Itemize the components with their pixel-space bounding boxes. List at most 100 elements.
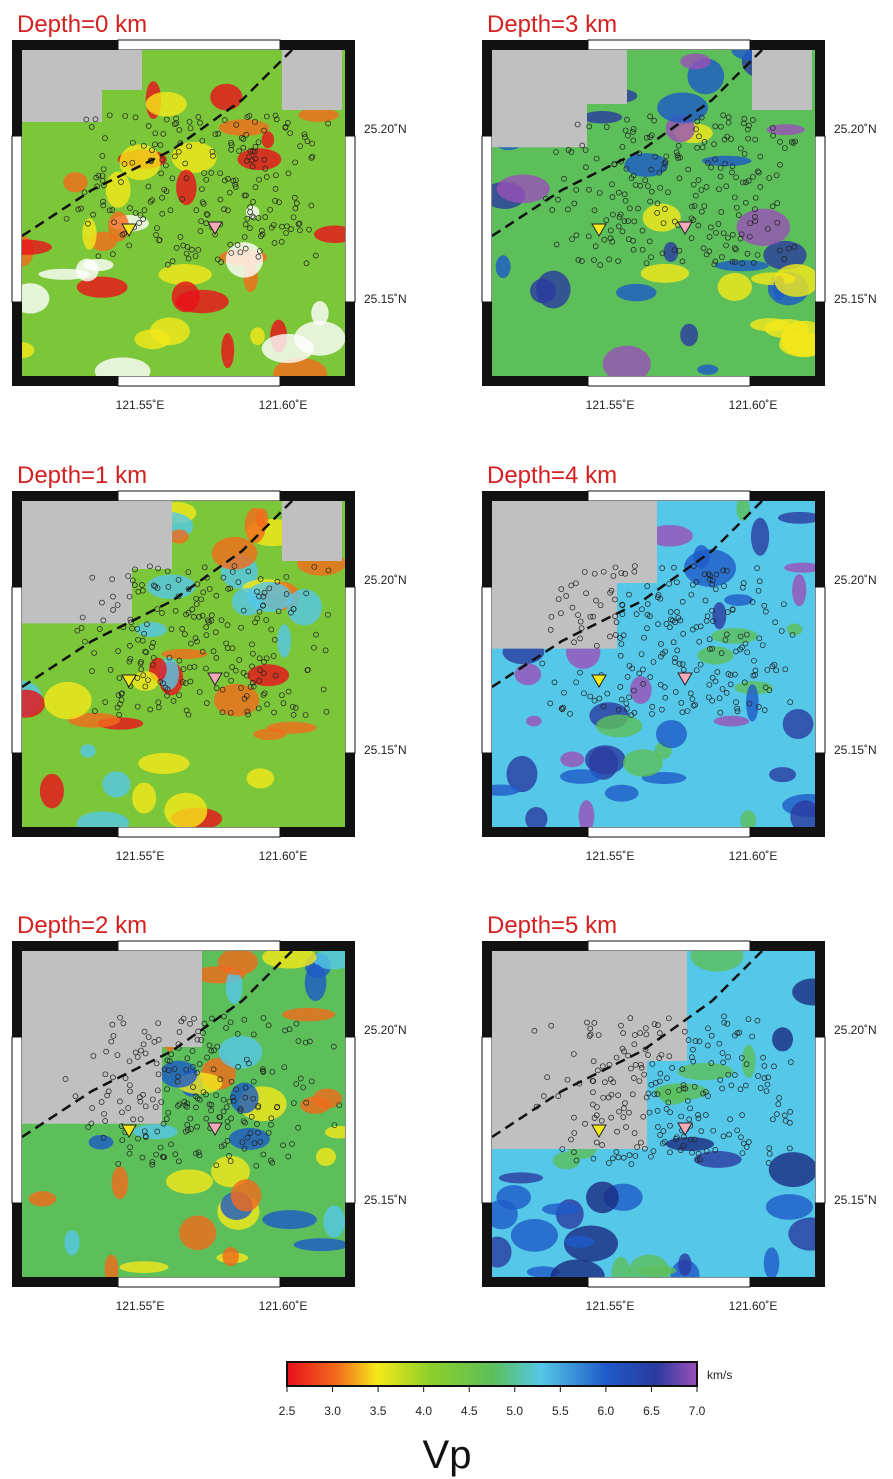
- velocity-anomaly: [769, 1152, 818, 1187]
- frame-tick: [118, 827, 280, 837]
- velocity-anomaly: [298, 108, 338, 122]
- velocity-anomaly: [63, 172, 87, 192]
- velocity-anomaly: [102, 771, 130, 797]
- lat-label: 25.15˚N: [364, 292, 407, 306]
- velocity-anomaly: [80, 744, 95, 757]
- velocity-anomaly: [737, 209, 791, 246]
- map-panel: [482, 39, 829, 386]
- velocity-anomaly: [630, 676, 652, 704]
- frame-tick: [118, 941, 280, 951]
- frame-tick: [118, 491, 280, 501]
- velocity-anomaly: [76, 259, 99, 282]
- no-data: [752, 50, 812, 110]
- colorbar: [287, 1362, 697, 1386]
- lat-label: 25.20˚N: [364, 122, 407, 136]
- velocity-anomaly: [697, 646, 733, 664]
- velocity-anomaly: [582, 111, 622, 124]
- velocity-anomaly: [712, 602, 726, 629]
- no-data: [282, 501, 342, 561]
- velocity-anomaly: [788, 1217, 833, 1250]
- velocity-anomaly: [766, 1194, 813, 1220]
- velocity-anomaly: [210, 84, 242, 111]
- frame-tick: [345, 587, 355, 753]
- velocity-anomaly: [772, 1027, 793, 1051]
- velocity-anomaly: [783, 709, 814, 739]
- lon-label: 121.60˚E: [729, 1299, 778, 1313]
- frame-tick: [588, 827, 750, 837]
- frame-tick: [588, 1277, 750, 1287]
- lat-label: 25.15˚N: [834, 743, 877, 757]
- velocity-anomaly: [605, 785, 639, 802]
- frame-tick: [118, 376, 280, 386]
- frame-tick: [118, 1277, 280, 1287]
- velocity-anomaly: [751, 518, 769, 556]
- velocity-anomaly: [166, 1169, 213, 1193]
- panel-title: Depth=0 km: [17, 11, 147, 38]
- velocity-anomaly: [678, 1253, 691, 1275]
- colorbar-tick-label: 5.5: [552, 1404, 569, 1418]
- velocity-anomaly: [643, 204, 681, 232]
- velocity-anomaly: [515, 663, 541, 685]
- panel-title: Depth=1 km: [17, 462, 147, 489]
- velocity-anomaly: [250, 327, 265, 345]
- frame-tick: [12, 587, 22, 753]
- lon-label: 121.55˚E: [116, 1299, 165, 1313]
- panel-title: Depth=5 km: [487, 912, 617, 939]
- velocity-anomaly: [526, 716, 542, 727]
- colorbar-unit: km/s: [707, 1368, 732, 1382]
- velocity-anomaly: [219, 1036, 263, 1069]
- velocity-anomaly: [764, 1247, 780, 1278]
- velocity-anomaly: [711, 628, 757, 644]
- frame-tick: [482, 1037, 492, 1203]
- lon-label: 121.55˚E: [586, 849, 635, 863]
- velocity-anomaly: [680, 324, 698, 347]
- lat-label: 25.15˚N: [364, 743, 407, 757]
- colorbar-tick-label: 3.5: [370, 1404, 387, 1418]
- velocity-anomaly: [179, 1216, 216, 1251]
- velocity-anomaly: [564, 1236, 594, 1248]
- colorbar-tick-label: 7.0: [689, 1404, 706, 1418]
- velocity-anomaly: [221, 333, 234, 368]
- frame-tick: [482, 136, 492, 302]
- frame-tick: [588, 941, 750, 951]
- velocity-anomaly: [746, 684, 759, 721]
- colorbar-tick-label: 6.0: [598, 1404, 615, 1418]
- velocity-anomaly: [792, 979, 833, 1006]
- velocity-anomaly: [0, 240, 52, 255]
- velocity-anomaly: [277, 624, 291, 658]
- frame-tick: [345, 1037, 355, 1203]
- map-area: [2, 496, 346, 835]
- velocity-anomaly: [769, 767, 796, 782]
- velocity-anomaly: [792, 574, 806, 606]
- velocity-anomaly: [231, 1179, 261, 1211]
- colorbar-tick-label: 4.0: [415, 1404, 432, 1418]
- lon-label: 121.60˚E: [259, 1299, 308, 1313]
- panel-title: Depth=2 km: [17, 912, 147, 939]
- lon-label: 121.55˚E: [586, 1299, 635, 1313]
- velocity-anomaly: [164, 793, 207, 829]
- panel-title: Depth=4 km: [487, 462, 617, 489]
- velocity-anomaly: [247, 768, 275, 788]
- velocity-anomaly: [560, 769, 602, 784]
- lat-label: 25.15˚N: [834, 292, 877, 306]
- velocity-anomaly: [132, 783, 156, 814]
- lat-label: 25.20˚N: [834, 122, 877, 136]
- velocity-anomaly: [313, 1089, 342, 1109]
- velocity-anomaly: [697, 365, 718, 375]
- frame-tick: [345, 136, 355, 302]
- velocity-anomaly: [29, 1191, 56, 1206]
- velocity-anomaly: [40, 774, 64, 809]
- velocity-anomaly: [499, 1172, 543, 1183]
- velocity-anomaly: [262, 334, 314, 363]
- velocity-anomaly: [64, 1230, 79, 1255]
- lat-label: 25.20˚N: [364, 573, 407, 587]
- velocity-anomaly: [774, 264, 819, 297]
- velocity-anomaly: [172, 281, 200, 312]
- velocity-anomaly: [323, 1206, 345, 1238]
- velocity-anomaly: [112, 1166, 129, 1199]
- velocity-anomaly: [616, 284, 657, 301]
- map-area: [483, 940, 833, 1295]
- map-area: [0, 45, 356, 389]
- velocity-anomaly: [560, 752, 584, 768]
- lon-label: 121.60˚E: [729, 398, 778, 412]
